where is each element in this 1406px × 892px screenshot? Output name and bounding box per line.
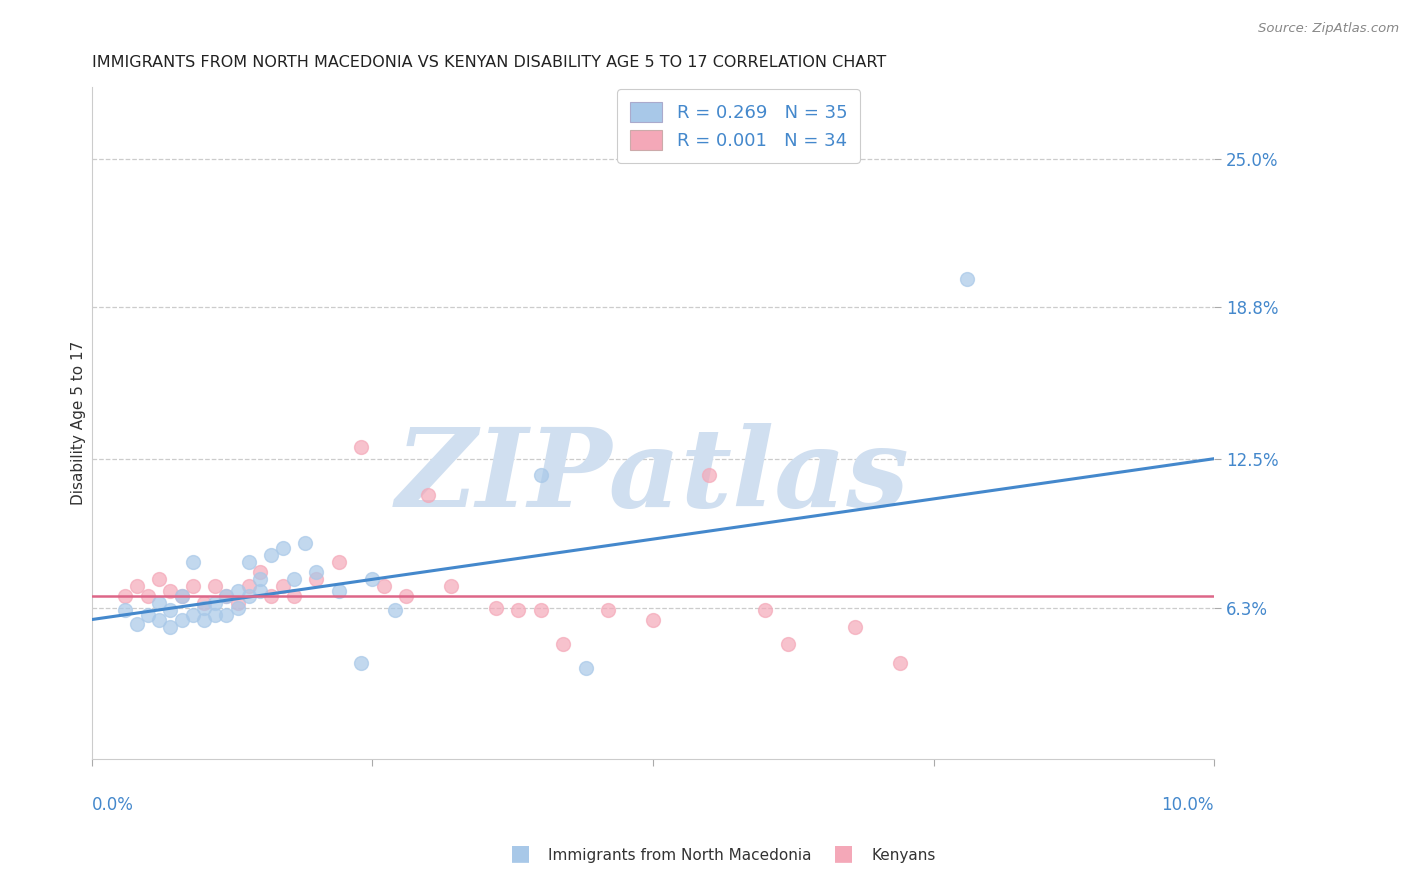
Point bbox=[249, 565, 271, 579]
Point bbox=[148, 613, 170, 627]
Text: ■: ■ bbox=[834, 844, 853, 863]
Point bbox=[553, 636, 575, 650]
Point bbox=[193, 600, 215, 615]
Point bbox=[215, 589, 238, 603]
Text: Kenyans: Kenyans bbox=[872, 848, 936, 863]
Legend: R = 0.269   N = 35, R = 0.001   N = 34: R = 0.269 N = 35, R = 0.001 N = 34 bbox=[617, 89, 860, 163]
Point bbox=[350, 440, 373, 454]
Point bbox=[181, 607, 204, 622]
Text: ■: ■ bbox=[510, 844, 530, 863]
Point bbox=[181, 579, 204, 593]
Text: 10.0%: 10.0% bbox=[1161, 796, 1215, 814]
Point bbox=[844, 620, 866, 634]
Point bbox=[271, 541, 294, 555]
Point bbox=[125, 617, 148, 632]
Text: Source: ZipAtlas.com: Source: ZipAtlas.com bbox=[1258, 22, 1399, 36]
Point bbox=[170, 613, 193, 627]
Point bbox=[136, 589, 159, 603]
Point bbox=[956, 271, 979, 285]
Point bbox=[170, 589, 193, 603]
Point bbox=[170, 589, 193, 603]
Y-axis label: Disability Age 5 to 17: Disability Age 5 to 17 bbox=[72, 341, 86, 505]
Point bbox=[238, 555, 260, 569]
Point bbox=[204, 579, 226, 593]
Point bbox=[508, 603, 530, 617]
Point bbox=[226, 583, 249, 598]
Point bbox=[136, 607, 159, 622]
Point bbox=[215, 607, 238, 622]
Point bbox=[271, 579, 294, 593]
Point bbox=[350, 656, 373, 670]
Point bbox=[204, 596, 226, 610]
Point bbox=[596, 603, 619, 617]
Point bbox=[148, 572, 170, 586]
Point bbox=[440, 579, 463, 593]
Text: ZIPatlas: ZIPatlas bbox=[396, 423, 910, 530]
Point bbox=[530, 603, 553, 617]
Point bbox=[418, 488, 440, 502]
Point bbox=[373, 579, 395, 593]
Point bbox=[125, 579, 148, 593]
Point bbox=[159, 620, 181, 634]
Point bbox=[193, 596, 215, 610]
Point bbox=[159, 583, 181, 598]
Point bbox=[260, 548, 283, 562]
Point bbox=[294, 535, 316, 549]
Point bbox=[305, 572, 328, 586]
Point bbox=[361, 572, 384, 586]
Point bbox=[641, 613, 664, 627]
Text: IMMIGRANTS FROM NORTH MACEDONIA VS KENYAN DISABILITY AGE 5 TO 17 CORRELATION CHA: IMMIGRANTS FROM NORTH MACEDONIA VS KENYA… bbox=[91, 55, 886, 70]
Point bbox=[384, 603, 406, 617]
Point bbox=[148, 596, 170, 610]
Point bbox=[114, 589, 136, 603]
Point bbox=[238, 589, 260, 603]
Point bbox=[260, 589, 283, 603]
Point bbox=[283, 589, 305, 603]
Point bbox=[249, 583, 271, 598]
Point bbox=[226, 596, 249, 610]
Point bbox=[305, 565, 328, 579]
Point bbox=[226, 600, 249, 615]
Point bbox=[889, 656, 911, 670]
Point bbox=[575, 660, 598, 674]
Point bbox=[193, 613, 215, 627]
Point bbox=[283, 572, 305, 586]
Point bbox=[159, 603, 181, 617]
Point bbox=[238, 579, 260, 593]
Point bbox=[328, 583, 350, 598]
Point bbox=[530, 468, 553, 483]
Text: 0.0%: 0.0% bbox=[91, 796, 134, 814]
Point bbox=[485, 600, 508, 615]
Point bbox=[395, 589, 418, 603]
Point bbox=[181, 555, 204, 569]
Point bbox=[776, 636, 799, 650]
Point bbox=[697, 468, 720, 483]
Point bbox=[249, 572, 271, 586]
Point bbox=[754, 603, 776, 617]
Point bbox=[114, 603, 136, 617]
Point bbox=[328, 555, 350, 569]
Text: Immigrants from North Macedonia: Immigrants from North Macedonia bbox=[548, 848, 811, 863]
Point bbox=[215, 589, 238, 603]
Point bbox=[204, 607, 226, 622]
